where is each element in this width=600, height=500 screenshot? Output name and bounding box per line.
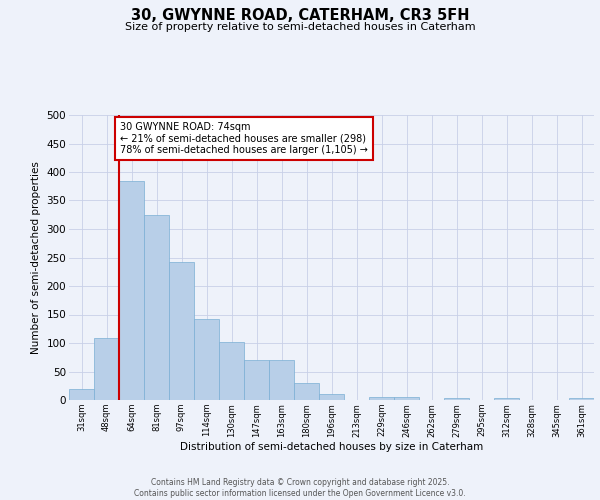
Text: 30 GWYNNE ROAD: 74sqm
← 21% of semi-detached houses are smaller (298)
78% of sem: 30 GWYNNE ROAD: 74sqm ← 21% of semi-deta… [120,122,368,155]
Text: Size of property relative to semi-detached houses in Caterham: Size of property relative to semi-detach… [125,22,475,32]
Bar [569,398,594,400]
Y-axis label: Number of semi-detached properties: Number of semi-detached properties [31,161,41,354]
Bar [319,394,344,400]
Bar [194,319,219,400]
Bar [94,338,119,400]
Bar [394,396,419,400]
Text: Contains HM Land Registry data © Crown copyright and database right 2025.
Contai: Contains HM Land Registry data © Crown c… [134,478,466,498]
Bar [494,398,519,400]
Bar [69,388,94,400]
Bar [144,215,169,400]
Bar [444,398,469,400]
Bar [169,262,194,400]
Bar [119,181,144,400]
Bar [219,342,244,400]
X-axis label: Distribution of semi-detached houses by size in Caterham: Distribution of semi-detached houses by … [180,442,483,452]
Bar [294,383,319,400]
Text: 30, GWYNNE ROAD, CATERHAM, CR3 5FH: 30, GWYNNE ROAD, CATERHAM, CR3 5FH [131,8,469,22]
Bar [269,360,294,400]
Bar [369,396,394,400]
Bar [244,360,269,400]
